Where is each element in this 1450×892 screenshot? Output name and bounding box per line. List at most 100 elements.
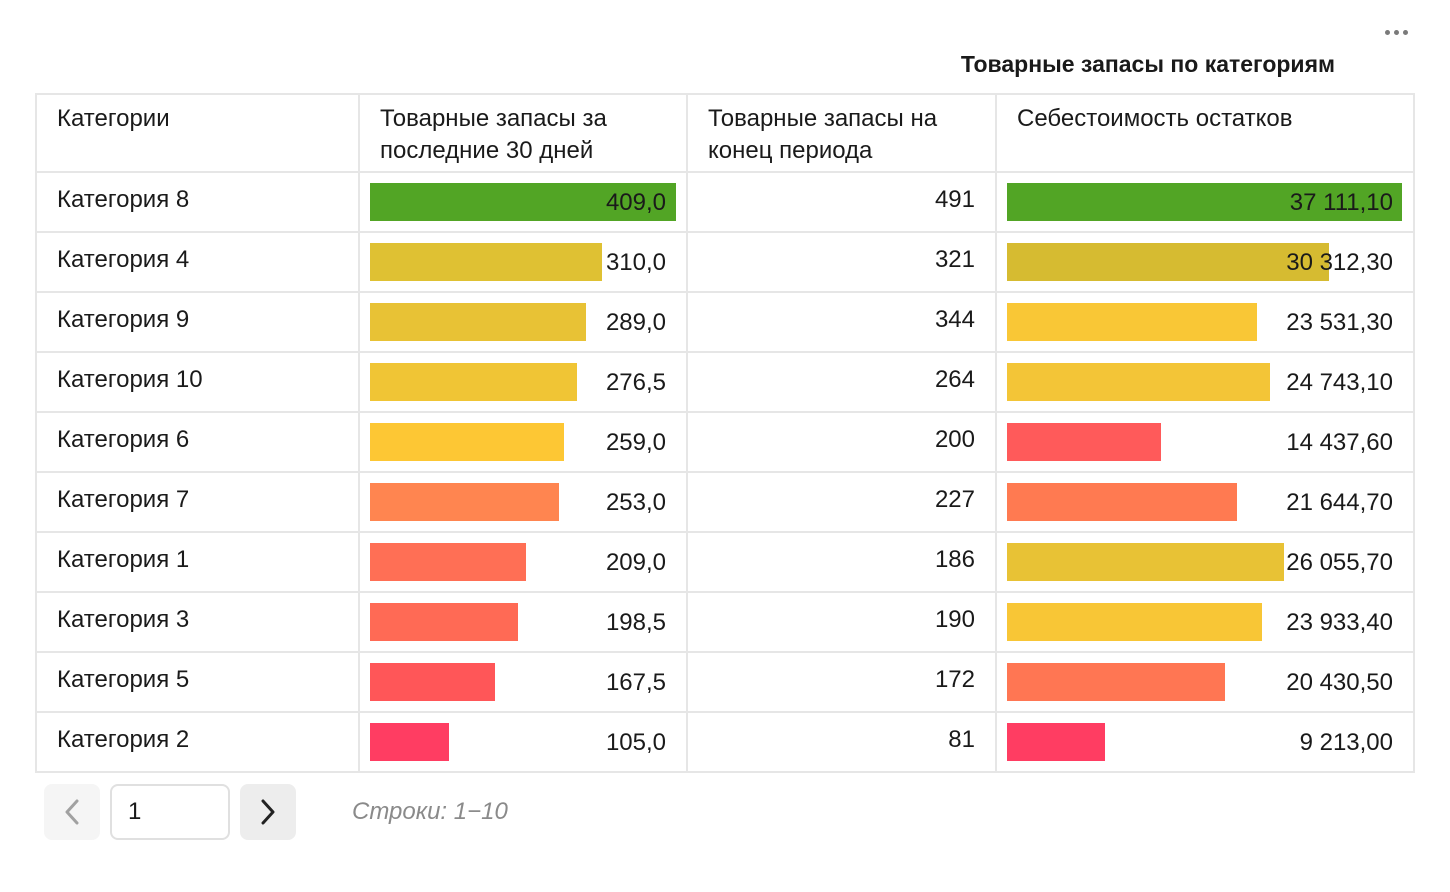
next-page-button[interactable] bbox=[240, 784, 296, 840]
cost-of-stock-cell: 23 933,40 bbox=[995, 591, 1415, 653]
cost-of-stock-cell: 30 312,30 bbox=[995, 231, 1415, 293]
table-row: Категория 10 276,5 264 24 743,10 bbox=[35, 351, 1415, 413]
stock-30-days-bar bbox=[370, 543, 526, 581]
cost-of-stock-value: 23 933,40 bbox=[1286, 609, 1393, 636]
table-row: Категория 6 259,0 200 14 437,60 bbox=[35, 411, 1415, 473]
cost-of-stock-value: 24 743,10 bbox=[1286, 369, 1393, 396]
stock-end-period-cell: 186 bbox=[686, 531, 997, 593]
cost-of-stock-cell: 37 111,10 bbox=[995, 171, 1415, 233]
stock-end-period-cell: 227 bbox=[686, 471, 997, 533]
stock-end-period-cell: 321 bbox=[686, 231, 997, 293]
rows-info: Строки: 1−10 bbox=[352, 798, 508, 825]
table-row: Категория 4 310,0 321 30 312,30 bbox=[35, 231, 1415, 293]
stock-30-days-value: 209,0 bbox=[605, 549, 666, 576]
column-header-cost-of-stock[interactable]: Себестоимость остатков bbox=[995, 93, 1415, 173]
table-row: Категория 3 198,5 190 23 933,40 bbox=[35, 591, 1415, 653]
widget-title: Товарные запасы по категориям bbox=[960, 51, 1335, 77]
cost-of-stock-bar bbox=[1007, 183, 1402, 221]
cost-of-stock-bar bbox=[1007, 303, 1257, 341]
cost-of-stock-cell: 14 437,60 bbox=[995, 411, 1415, 473]
stock-30-days-cell: 259,0 bbox=[358, 411, 688, 473]
page-number-input[interactable] bbox=[110, 784, 230, 840]
cost-of-stock-bar bbox=[1007, 483, 1237, 521]
table-row: Категория 1 209,0 186 26 055,70 bbox=[35, 531, 1415, 593]
category-cell: Категория 1 bbox=[35, 531, 360, 593]
more-dots-icon[interactable] bbox=[1378, 20, 1414, 44]
stock-30-days-bar bbox=[370, 483, 559, 521]
stock-30-days-bar bbox=[370, 423, 564, 461]
stock-30-days-value: 259,0 bbox=[605, 429, 666, 456]
stock-30-days-bar bbox=[370, 183, 676, 221]
cost-of-stock-bar bbox=[1007, 423, 1161, 461]
stock-30-days-cell: 276,5 bbox=[358, 351, 688, 413]
stock-30-days-value: 105,0 bbox=[605, 729, 666, 756]
category-cell: Категория 10 bbox=[35, 351, 360, 413]
cost-of-stock-bar bbox=[1007, 663, 1225, 701]
category-cell: Категория 7 bbox=[35, 471, 360, 533]
stock-end-period-cell: 172 bbox=[686, 651, 997, 713]
stock-30-days-bar bbox=[370, 723, 449, 761]
cost-of-stock-bar bbox=[1007, 543, 1284, 581]
column-header-stock-end-period[interactable]: Товарные запасы на конец периода bbox=[686, 93, 997, 173]
stock-30-days-bar bbox=[370, 303, 586, 341]
stock-30-days-value: 409,0 bbox=[605, 189, 666, 216]
column-header-category[interactable]: Категории bbox=[35, 93, 360, 173]
prev-page-button[interactable] bbox=[44, 784, 100, 840]
cost-of-stock-value: 37 111,10 bbox=[1289, 189, 1393, 216]
category-cell: Категория 6 bbox=[35, 411, 360, 473]
table-row: Категория 7 253,0 227 21 644,70 bbox=[35, 471, 1415, 533]
cost-of-stock-cell: 21 644,70 bbox=[995, 471, 1415, 533]
cost-of-stock-value: 26 055,70 bbox=[1286, 549, 1393, 576]
stock-30-days-value: 310,0 bbox=[605, 249, 666, 276]
category-cell: Категория 5 bbox=[35, 651, 360, 713]
table-header-row: Категории Товарные запасы за последние 3… bbox=[35, 93, 1415, 173]
stock-end-period-cell: 81 bbox=[686, 711, 997, 773]
cost-of-stock-value: 14 437,60 bbox=[1286, 429, 1393, 456]
table-row: Категория 9 289,0 344 23 531,30 bbox=[35, 291, 1415, 353]
cost-of-stock-value: 21 644,70 bbox=[1286, 489, 1393, 516]
table-row: Категория 5 167,5 172 20 430,50 bbox=[35, 651, 1415, 713]
stock-30-days-cell: 209,0 bbox=[358, 531, 688, 593]
table-row: Категория 2 105,0 81 9 213,00 bbox=[35, 711, 1415, 773]
stock-30-days-value: 289,0 bbox=[605, 309, 666, 336]
category-cell: Категория 4 bbox=[35, 231, 360, 293]
cost-of-stock-cell: 9 213,00 bbox=[995, 711, 1415, 773]
cost-of-stock-value: 30 312,30 bbox=[1286, 249, 1393, 276]
stock-30-days-cell: 198,5 bbox=[358, 591, 688, 653]
category-cell: Категория 8 bbox=[35, 171, 360, 233]
cost-of-stock-cell: 24 743,10 bbox=[995, 351, 1415, 413]
category-cell: Категория 9 bbox=[35, 291, 360, 353]
stock-30-days-value: 276,5 bbox=[605, 369, 666, 396]
stock-30-days-bar bbox=[370, 603, 518, 641]
cost-of-stock-bar bbox=[1007, 723, 1105, 761]
stock-end-period-cell: 200 bbox=[686, 411, 997, 473]
stock-30-days-bar bbox=[370, 243, 602, 281]
stock-30-days-value: 198,5 bbox=[605, 609, 666, 636]
cost-of-stock-value: 20 430,50 bbox=[1286, 669, 1393, 696]
stock-30-days-cell: 167,5 bbox=[358, 651, 688, 713]
stock-30-days-cell: 105,0 bbox=[358, 711, 688, 773]
cost-of-stock-bar bbox=[1007, 243, 1329, 281]
stock-end-period-cell: 264 bbox=[686, 351, 997, 413]
stock-30-days-value: 253,0 bbox=[605, 489, 666, 516]
cost-of-stock-cell: 20 430,50 bbox=[995, 651, 1415, 713]
stock-30-days-bar bbox=[370, 363, 577, 401]
stock-30-days-value: 167,5 bbox=[605, 669, 666, 696]
cost-of-stock-cell: 26 055,70 bbox=[995, 531, 1415, 593]
table-row: Категория 8 409,0 491 37 111,10 bbox=[35, 171, 1415, 233]
chevron-right-icon bbox=[261, 799, 275, 825]
chevron-left-icon bbox=[65, 799, 79, 825]
cost-of-stock-bar bbox=[1007, 603, 1262, 641]
stock-end-period-cell: 190 bbox=[686, 591, 997, 653]
cost-of-stock-cell: 23 531,30 bbox=[995, 291, 1415, 353]
stock-30-days-bar bbox=[370, 663, 495, 701]
category-cell: Категория 3 bbox=[35, 591, 360, 653]
stock-30-days-cell: 253,0 bbox=[358, 471, 688, 533]
cost-of-stock-value: 9 213,00 bbox=[1299, 729, 1393, 756]
stock-30-days-cell: 289,0 bbox=[358, 291, 688, 353]
cost-of-stock-bar bbox=[1007, 363, 1270, 401]
column-header-stock-30-days[interactable]: Товарные запасы за последние 30 дней bbox=[358, 93, 688, 173]
stock-end-period-cell: 491 bbox=[686, 171, 997, 233]
stock-table: Категории Товарные запасы за последние 3… bbox=[35, 93, 1415, 773]
cost-of-stock-value: 23 531,30 bbox=[1286, 309, 1393, 336]
